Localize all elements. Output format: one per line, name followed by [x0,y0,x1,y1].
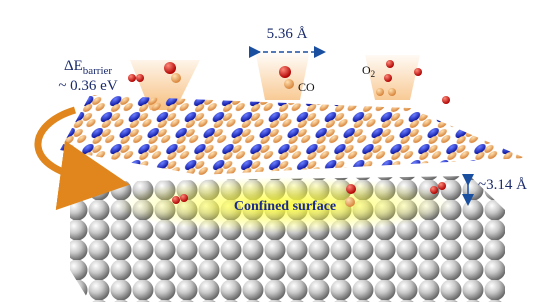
o2-main: O [362,63,371,77]
illustration: ΔEbarrier ~ 0.36 eV 5.36 Å CO O2 Confine… [0,0,558,302]
energy-label: ~ 0.36 eV [58,78,118,94]
barrier-main: ΔE [64,58,83,74]
gap-label: ~3.14 Å [478,177,527,193]
co-label: CO [298,80,315,94]
spacing-label: 5.36 Å [267,26,308,42]
surface-label: Confined surface [234,199,336,214]
barrier-sub: barrier [83,65,113,77]
o2-sub: 2 [371,69,376,79]
